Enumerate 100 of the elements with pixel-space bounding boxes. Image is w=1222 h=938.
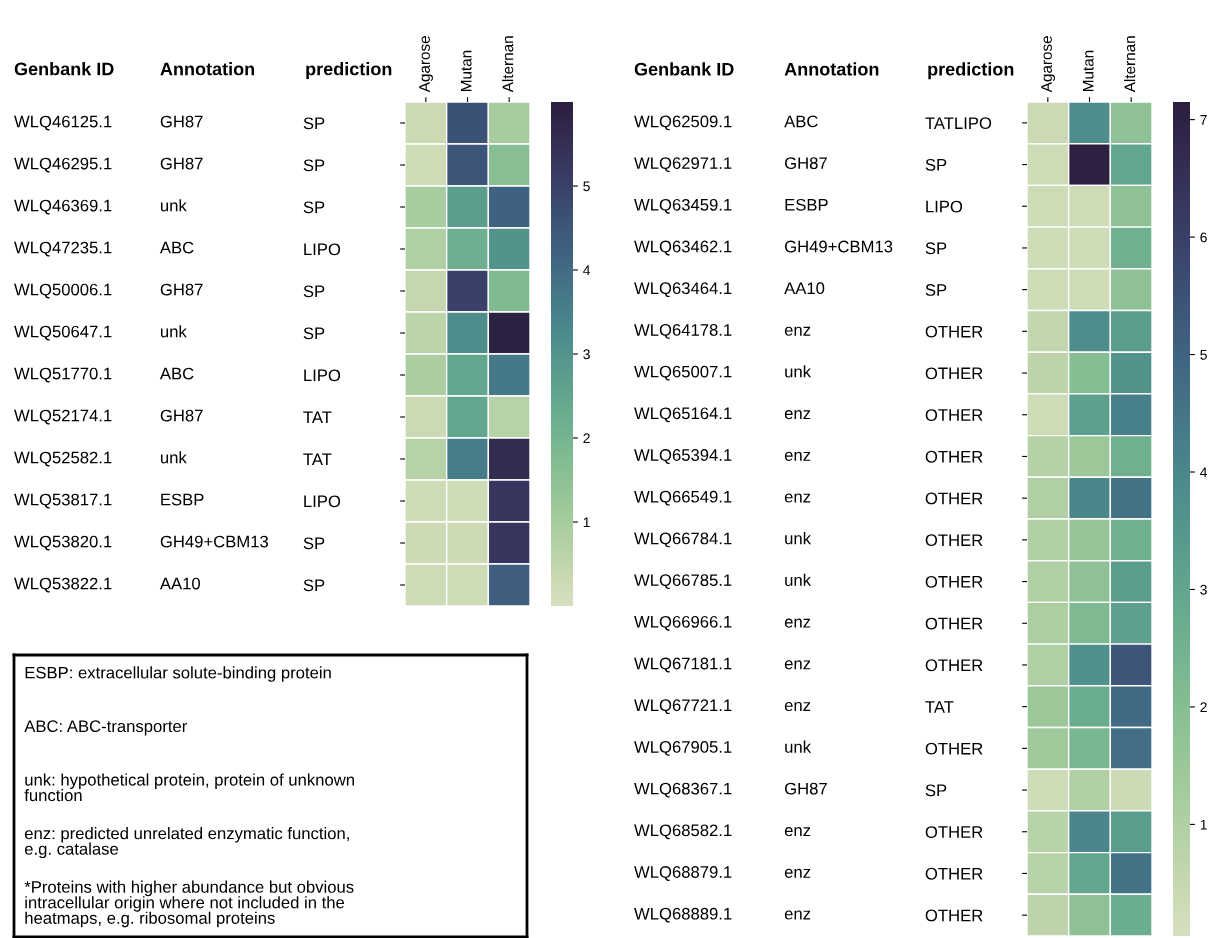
category-label: Genbank ID — [634, 62, 734, 76]
text: GH87 — [784, 782, 827, 795]
text: WLQ66785.1 — [634, 574, 732, 590]
y-tick-label: OTHER — [925, 826, 983, 838]
text: WLQ68367.1 — [634, 782, 732, 798]
text: WLQ50647.1 — [14, 325, 112, 341]
y-tick-label: OTHER — [925, 909, 983, 922]
text: WLQ46295.1 — [14, 157, 112, 173]
y-tick-label: TAT — [925, 701, 954, 713]
y-tick-label: SP — [303, 327, 325, 340]
y-tick-label: SP — [925, 158, 947, 171]
y-tick-label: OTHER — [925, 367, 983, 380]
x-tick-label: Alternan — [502, 36, 514, 93]
x-tick-label: Agarose — [419, 36, 433, 93]
text: enz: predicted unrelated enzymatic function, e.g. catalase — [24, 827, 349, 859]
text: WLQ64178.1 — [634, 324, 732, 339]
text: enz — [784, 493, 811, 503]
text: WLQ62971.1 — [634, 157, 732, 173]
text: WLQ63464.1 — [634, 282, 732, 298]
color-bar-label: 5 — [583, 181, 590, 192]
x-tick-label: Mutan — [1082, 50, 1094, 92]
text: WLQ66784.1 — [634, 532, 732, 548]
text: *Proteins with higher abundance but obvious intracellular origin where not included in the heatmaps, e.g. ribosomal proteins — [24, 880, 354, 928]
text: enz — [784, 660, 811, 670]
text: unk — [160, 451, 187, 464]
text: WLQ65007.1 — [634, 365, 732, 381]
text: enz — [784, 910, 811, 920]
text: WLQ67905.1 — [634, 741, 732, 756]
y-tick-label: SP — [303, 537, 325, 550]
color-bar-label: 1 — [583, 517, 590, 528]
category-label: Annotation — [784, 62, 879, 76]
text: enz — [784, 868, 811, 878]
y-tick-label: SP — [925, 784, 947, 797]
y-tick-label: SP — [925, 284, 947, 296]
text: WLQ66966.1 — [634, 615, 732, 631]
y-tick-label: OTHER — [925, 742, 983, 755]
y-tick-label: TAT — [303, 411, 332, 424]
text: WLQ47235.1 — [14, 241, 112, 257]
text: enz — [784, 326, 811, 336]
text: WLQ46125.1 — [14, 115, 112, 131]
text: GH87 — [160, 115, 203, 128]
text: GH87 — [160, 409, 203, 422]
text: AA10 — [159, 577, 201, 590]
y-tick-label: OTHER — [925, 617, 983, 630]
text: WLQ65394.1 — [634, 449, 732, 464]
y-tick-label: SP — [303, 117, 325, 130]
y-tick-label: TATLIPO — [925, 117, 992, 130]
y-tick-label: OTHER — [925, 492, 983, 505]
color-bar-label: 7 — [1200, 115, 1207, 125]
x-tick-label: Mutan — [460, 50, 472, 92]
y-tick-label: SP — [303, 579, 325, 592]
color-bar-label: 4 — [583, 265, 591, 276]
text: WLQ63459.1 — [634, 198, 732, 214]
color-bar-label: 2 — [1200, 702, 1207, 712]
y-tick-label: OTHER — [925, 409, 983, 421]
text: WLQ67721.1 — [634, 699, 732, 715]
y-axis-title: prediction — [306, 62, 392, 79]
y-tick-label: SP — [303, 285, 325, 298]
text: WLQ53822.1 — [14, 577, 112, 593]
text: ABC — [159, 241, 194, 254]
text: unk — [160, 199, 187, 212]
text: unk — [160, 325, 187, 338]
text: WLQ66549.1 — [634, 490, 732, 506]
text: WLQ53820.1 — [14, 535, 112, 551]
text: WLQ53817.1 — [14, 493, 112, 509]
text: WLQ68582.1 — [634, 824, 732, 840]
category-label: Annotation — [160, 62, 255, 76]
text: WLQ52582.1 — [14, 451, 112, 467]
text: GH49+CBM13 — [784, 240, 893, 253]
text: WLQ67181.1 — [634, 657, 732, 673]
y-tick-label: LIPO — [926, 200, 963, 213]
y-tick-label: SP — [925, 242, 947, 255]
text: WLQ65164.1 — [634, 407, 732, 423]
text: ESBP — [785, 198, 828, 211]
color-bar-label: 4 — [1200, 467, 1208, 478]
text: ABC: ABC-transporter — [24, 720, 188, 736]
y-tick-label: OTHER — [925, 867, 983, 880]
text: enz — [784, 701, 811, 712]
color-bar-label: 1 — [1200, 819, 1207, 830]
text: WLQ68889.1 — [634, 907, 732, 923]
text: unk — [785, 532, 812, 545]
text: WLQ46369.1 — [14, 199, 112, 215]
text: enz — [784, 410, 811, 420]
text: ABC — [784, 115, 818, 128]
text: unk — [785, 740, 812, 753]
y-tick-label: OTHER — [925, 659, 983, 672]
x-tick-label: Alternan — [1124, 36, 1136, 93]
text: WLQ50006.1 — [14, 283, 112, 299]
color-bar-label: 3 — [1200, 584, 1207, 595]
text: unk — [785, 573, 812, 587]
text: WLQ63462.1 — [634, 240, 732, 256]
text: GH49+CBM13 — [160, 535, 269, 548]
text: GH87 — [160, 157, 203, 170]
text: unk: hypothetical protein, protein of unknown function — [24, 773, 354, 802]
text: GH87 — [160, 283, 203, 296]
text: ESBP — [161, 493, 204, 506]
x-tick-label: Agarose — [1041, 36, 1055, 93]
text: unk — [785, 365, 812, 378]
category-label: Genbank ID — [14, 62, 114, 76]
y-tick-label: LIPO — [304, 243, 341, 256]
